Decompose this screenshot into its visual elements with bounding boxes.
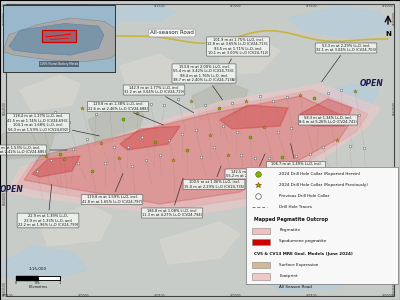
Text: 6564000: 6564000 [393,191,397,205]
Text: 58.3 m at 1.34% Li₂O, incl.
8.6 m at 5.26% Li₂O (CV24-741): 58.3 m at 1.34% Li₂O, incl. 8.6 m at 5.2… [299,116,357,124]
Bar [252,238,270,245]
Text: N: N [385,31,391,37]
Text: 6563500: 6563500 [2,281,6,295]
Text: Mapped Pegmatite Outcrop: Mapped Pegmatite Outcrop [254,217,328,222]
Text: 472500: 472500 [154,4,166,8]
Text: 49.8 m at 1.53% Li₂O, incl.
22.1 m at 2.41% Li₂O (CV24-685): 49.8 m at 1.53% Li₂O, incl. 22.1 m at 2.… [0,146,67,154]
Polygon shape [312,84,380,111]
Text: 474000: 474000 [382,294,394,298]
Text: 471500: 471500 [2,294,14,298]
Text: OPEN: OPEN [360,80,384,88]
Text: 473500: 473500 [306,294,318,298]
Polygon shape [288,6,392,39]
Text: Footprint: Footprint [280,274,298,278]
Text: 6564500: 6564500 [2,101,6,115]
Text: 6565000: 6565000 [393,11,397,25]
Polygon shape [16,90,368,210]
Text: 474000: 474000 [382,4,394,8]
Text: 22.9 m at 1.39% Li₂O,
23.9 m at 1.33% Li₂O, and
22.2 m at 1.96% Li₂O (CV24-799): 22.9 m at 1.39% Li₂O, 23.9 m at 1.33% Li… [18,184,78,227]
Bar [252,273,270,280]
Polygon shape [3,18,115,62]
Text: 153.8 m at 2.00% Li₂O, incl.
55.4 m at 3.42% Li₂O (CV24-733);
98.4 m at 1.76% Li: 153.8 m at 2.00% Li₂O, incl. 55.4 m at 3… [173,64,235,100]
Polygon shape [192,81,248,120]
Text: 118.4 m at 1.27% Li₂O, incl.
41.5 m at 1.74% Li₂O (CV24-693);
104.1 m at 1.68% L: 118.4 m at 1.27% Li₂O, incl. 41.5 m at 1… [7,114,99,136]
Polygon shape [88,105,144,144]
Text: 100.5 m at 1.06% Li₂O, incl.
15.0 m at 2.29% Li₂O (CV24-735): 100.5 m at 1.06% Li₂O, incl. 15.0 m at 2… [184,166,244,189]
Polygon shape [0,246,88,282]
Text: 472500: 472500 [154,294,166,298]
Text: 472000: 472000 [78,4,90,8]
Text: 186.8 m at 1.08% Li₂O, incl.
11.3 m at 4.27% Li₂O (CV24-794): 186.8 m at 1.08% Li₂O, incl. 11.3 m at 4… [142,178,202,217]
Text: Kilometres: Kilometres [28,285,48,289]
Polygon shape [40,204,112,246]
Text: 2024 Drill Hole Collar (Reported Herein): 2024 Drill Hole Collar (Reported Herein) [280,172,361,176]
Polygon shape [8,84,380,216]
Text: 2024 Drill Hole Collar (Reported Previously): 2024 Drill Hole Collar (Reported Previou… [280,183,368,187]
Text: OPEN: OPEN [0,184,24,194]
Text: 473500: 473500 [306,4,318,8]
Polygon shape [9,23,104,55]
Text: 129.8 m at 1.38% Li₂O, incl.
22.6 m at 2.46% Li₂O (CV24-688): 129.8 m at 1.38% Li₂O, incl. 22.6 m at 2… [88,102,164,125]
Text: Previous Drill Hole Collar: Previous Drill Hole Collar [280,194,330,198]
Polygon shape [220,105,288,129]
Text: 1:15,000: 1:15,000 [29,267,47,271]
Text: 471500: 471500 [2,4,14,8]
Text: 473000: 473000 [230,4,242,8]
Text: 472000: 472000 [78,294,90,298]
Text: 6563500: 6563500 [393,281,397,295]
Text: 6565000: 6565000 [2,11,6,25]
Bar [252,262,270,268]
Polygon shape [160,222,240,264]
Text: 6564000: 6564000 [2,191,6,205]
Text: Spodumene pegmatite: Spodumene pegmatite [280,239,327,243]
Polygon shape [120,126,180,150]
Polygon shape [280,210,360,249]
Text: 142.5 m at 1.12% Li₂O, incl.
55.2 m at 2.59% Li₂O (CV24-769): 142.5 m at 1.12% Li₂O, incl. 55.2 m at 2… [226,154,286,178]
Text: 473000: 473000 [230,294,242,298]
Polygon shape [0,120,56,159]
Text: 0.5: 0.5 [35,281,41,285]
Text: 101.9 m at 1.75% Li₂O, incl.
12.8 m at 3.65% Li₂O (CV24-713);
93.5 m at 1.71% Li: 101.9 m at 1.75% Li₂O, incl. 12.8 m at 3… [207,38,269,82]
Polygon shape [24,96,352,204]
Text: 53.3 m at 2.29% Li₂O, incl.
32.1 m at 3.04% Li₂O (CV24-703): 53.3 m at 2.29% Li₂O, incl. 32.1 m at 3.… [316,44,376,82]
Polygon shape [32,156,80,177]
Text: Drill Hole Traces: Drill Hole Traces [280,205,312,209]
Bar [252,227,270,234]
Polygon shape [300,99,352,126]
Text: All Season Road: All Season Road [280,285,312,289]
Polygon shape [120,54,180,90]
Text: 6564500: 6564500 [393,101,397,115]
Text: 142.9 m at 1.77% Li₂O, incl.
31.2 m at 3.04% Li₂O (CV24-719): 142.9 m at 1.77% Li₂O, incl. 31.2 m at 3… [124,86,194,112]
Text: Pegmatite: Pegmatite [280,228,300,232]
Text: 0: 0 [15,281,17,285]
Text: 119.8 m at 1.59% Li₂O, incl.
41.8 m at 1.65% Li₂O (CV24-797): 119.8 m at 1.59% Li₂O, incl. 41.8 m at 1… [82,174,142,204]
Polygon shape [100,3,176,21]
Polygon shape [260,264,360,291]
Text: Surface Expression: Surface Expression [280,263,319,267]
Text: 1: 1 [59,281,61,285]
Polygon shape [220,39,280,75]
Polygon shape [20,75,80,111]
Polygon shape [0,6,88,36]
Text: CV5 & CV13 MRE Geol. Models (June 2024): CV5 & CV13 MRE Geol. Models (June 2024) [254,251,352,256]
Bar [42,30,76,42]
Text: 100% Patriot Battery Metals: 100% Patriot Battery Metals [40,62,78,66]
Text: 106.7 m at 1.49% Li₂O, incl.
7.8 m at 6.89% Li₂O (CV24-735): 106.7 m at 1.49% Li₂O, incl. 7.8 m at 6.… [267,144,325,171]
Text: All-season Road: All-season Road [150,31,194,35]
